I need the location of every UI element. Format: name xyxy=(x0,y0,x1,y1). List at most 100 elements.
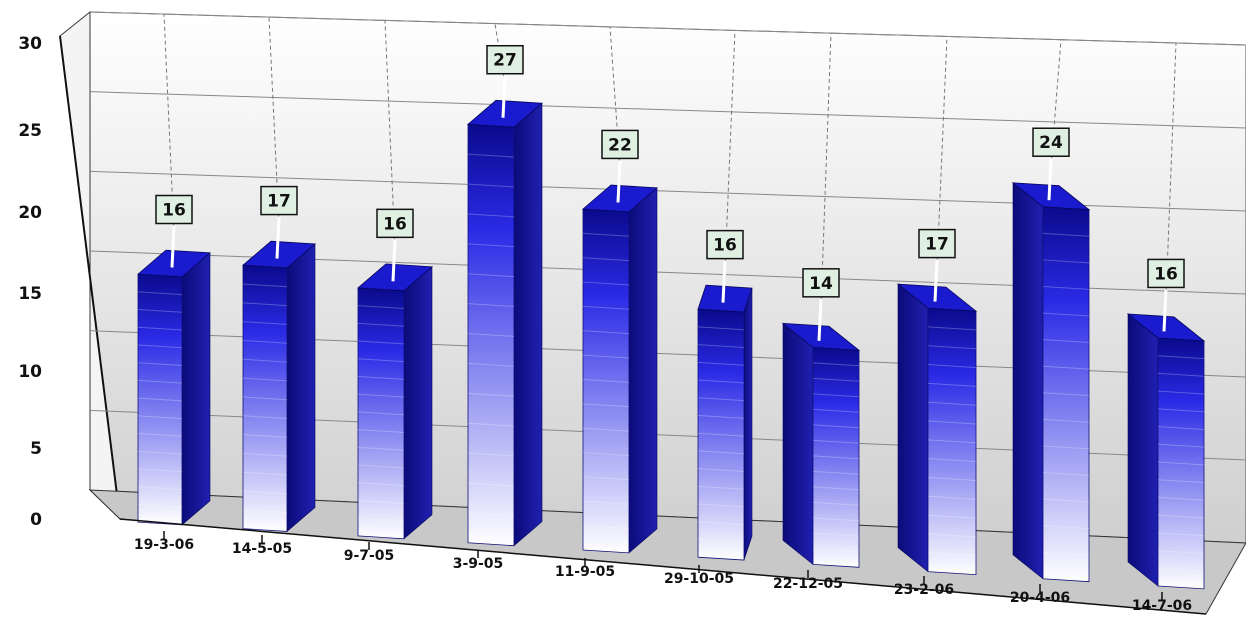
bar-band xyxy=(467,452,515,457)
y-tick-label: 0 xyxy=(30,510,42,530)
gridline xyxy=(89,91,1246,129)
bar-band xyxy=(357,411,405,416)
bar-band xyxy=(357,375,405,380)
x-tick-label: 14-5-05 xyxy=(232,541,292,557)
bar-band xyxy=(812,532,860,537)
bar-band xyxy=(1042,365,1090,370)
bar-top xyxy=(466,99,544,128)
bar-band xyxy=(1042,392,1090,397)
bar-band xyxy=(697,397,745,402)
bar-band xyxy=(467,422,515,427)
bar-band xyxy=(927,552,977,557)
x-tick-label: 22-12-05 xyxy=(773,576,843,592)
leader-line xyxy=(724,30,736,269)
bar-top xyxy=(356,263,434,292)
bar-band xyxy=(1157,550,1205,554)
bar-band xyxy=(812,408,860,413)
bar-band xyxy=(1157,479,1205,484)
bar-band xyxy=(357,517,405,522)
bar-1 xyxy=(136,249,212,526)
x-tick-label: 20-4-06 xyxy=(1010,590,1070,606)
bar-band xyxy=(467,273,515,278)
bar-7 xyxy=(781,322,861,568)
bar-band xyxy=(1157,372,1205,377)
data-label-box xyxy=(155,194,193,225)
bar-band xyxy=(357,429,405,433)
bar-band xyxy=(582,500,630,505)
bar-band xyxy=(812,486,860,491)
bar-band xyxy=(697,468,745,473)
bar-top xyxy=(136,249,212,278)
bar-band xyxy=(1042,445,1090,450)
bar-band xyxy=(697,450,745,455)
bar-top xyxy=(896,283,978,312)
bar-band xyxy=(137,291,183,296)
bar-band xyxy=(467,333,515,337)
label-connector xyxy=(1162,289,1168,332)
label-connector xyxy=(170,225,176,268)
bar-band xyxy=(1042,232,1090,237)
x-tick-label: 9-7-05 xyxy=(344,548,395,564)
bar-8 xyxy=(896,283,978,576)
bar-5 xyxy=(581,184,659,554)
bar-band xyxy=(697,361,745,366)
label-connector xyxy=(721,260,727,303)
leader-line xyxy=(1165,42,1177,298)
bar-band xyxy=(582,427,630,432)
bar-band xyxy=(357,482,405,487)
bar-band xyxy=(927,326,977,331)
y-tick-label: 10 xyxy=(18,362,42,382)
data-label-box xyxy=(486,44,524,75)
y-tick-label: 20 xyxy=(18,203,42,223)
bar-band xyxy=(927,345,977,350)
bar-band xyxy=(242,434,288,438)
bar-band xyxy=(697,521,745,526)
bar-band xyxy=(927,420,977,425)
bar-band xyxy=(467,183,515,188)
bar-band xyxy=(1157,355,1205,360)
bar-band xyxy=(582,452,630,456)
bar-band xyxy=(242,321,288,325)
data-label: 16 xyxy=(713,236,737,256)
bar-band xyxy=(697,379,745,384)
category-axis-line xyxy=(119,518,1207,615)
bar-band xyxy=(927,495,977,500)
bar-6 xyxy=(697,284,753,561)
leader-line xyxy=(820,32,832,307)
bar-band xyxy=(812,470,860,475)
bar-band xyxy=(137,326,183,331)
bar-top xyxy=(241,240,317,269)
data-label-box xyxy=(376,208,414,239)
data-label-box xyxy=(802,268,840,298)
data-label-box xyxy=(1147,258,1185,289)
bar-2 xyxy=(241,240,317,533)
bar-band xyxy=(357,358,405,363)
bar-band xyxy=(467,153,515,158)
bar-band xyxy=(697,432,745,437)
bar-band xyxy=(1157,461,1205,466)
bar-band xyxy=(137,397,183,402)
bar-side xyxy=(1012,182,1044,580)
bar-band xyxy=(927,401,977,406)
bar-band xyxy=(582,257,630,262)
bar-top xyxy=(1011,182,1091,211)
y-tick-label: 30 xyxy=(18,34,42,54)
bar-band xyxy=(927,364,977,369)
bar-band xyxy=(812,548,860,553)
y-tick-label: 5 xyxy=(30,439,42,459)
y-tick-label: 15 xyxy=(18,284,42,304)
bar-side xyxy=(628,187,658,554)
bar-band xyxy=(467,392,515,397)
data-label: 24 xyxy=(1039,133,1063,153)
bar-band xyxy=(582,476,630,481)
label-connector xyxy=(1047,158,1053,201)
bar-top xyxy=(697,284,753,313)
label-connector xyxy=(817,298,823,341)
bar-band xyxy=(812,424,860,429)
bar-band xyxy=(697,503,745,508)
bar-band xyxy=(582,525,630,530)
x-tick-label: 14-7-06 xyxy=(1132,598,1192,614)
bar-band xyxy=(812,439,860,444)
bar-band xyxy=(927,533,977,538)
